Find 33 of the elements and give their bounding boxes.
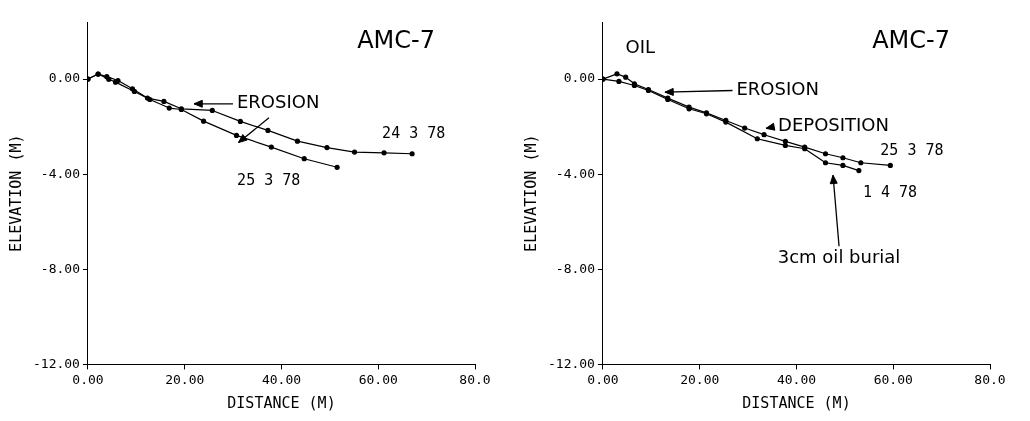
chart-title: AMC-7 bbox=[872, 26, 950, 55]
x-tick-label: 40.00 bbox=[776, 371, 817, 387]
series-label: 25 3 78 bbox=[237, 171, 301, 190]
y-tick-label: 0.00 bbox=[563, 70, 595, 86]
annotation: EROSION bbox=[736, 78, 819, 100]
x-tick-label: 0.00 bbox=[72, 371, 104, 387]
series-label: 25 3 78 bbox=[880, 141, 944, 160]
y-tick-label: -8.00 bbox=[40, 260, 80, 276]
y-axis-title: ELEVATION (M) bbox=[521, 134, 540, 252]
x-tick-label: 80.0 bbox=[974, 371, 1006, 387]
y-tick-label: -12.00 bbox=[32, 355, 80, 371]
x-tick-label: 60.00 bbox=[358, 371, 398, 387]
x-tick-label: 80.0 bbox=[459, 371, 491, 387]
chart-title: AMC-7 bbox=[357, 26, 435, 55]
x-axis-title: DISTANCE (M) bbox=[227, 393, 336, 412]
x-tick-label: 40.00 bbox=[261, 371, 302, 387]
annotation: EROSION bbox=[236, 91, 320, 113]
y-tick-label: -4.00 bbox=[555, 165, 595, 181]
annotation: 3cm oil burial bbox=[777, 245, 901, 267]
y-tick-label: -4.00 bbox=[40, 165, 80, 181]
x-tick-label: 0.00 bbox=[587, 371, 619, 387]
series-label: 24 3 78 bbox=[382, 123, 446, 142]
annotation: OIL bbox=[625, 35, 655, 57]
x-tick-label: 60.00 bbox=[873, 371, 913, 387]
y-tick-label: 0.00 bbox=[48, 70, 80, 86]
y-tick-label: -8.00 bbox=[555, 260, 595, 276]
annotation: DEPOSITION bbox=[778, 114, 889, 136]
x-axis-title: DISTANCE (M) bbox=[742, 393, 851, 412]
y-tick-label: -12.00 bbox=[547, 355, 595, 371]
x-tick-label: 20.00 bbox=[165, 371, 205, 387]
y-axis-title: ELEVATION (M) bbox=[6, 134, 25, 252]
x-tick-label: 20.00 bbox=[680, 371, 720, 387]
series-label: 1 4 78 bbox=[862, 182, 918, 201]
